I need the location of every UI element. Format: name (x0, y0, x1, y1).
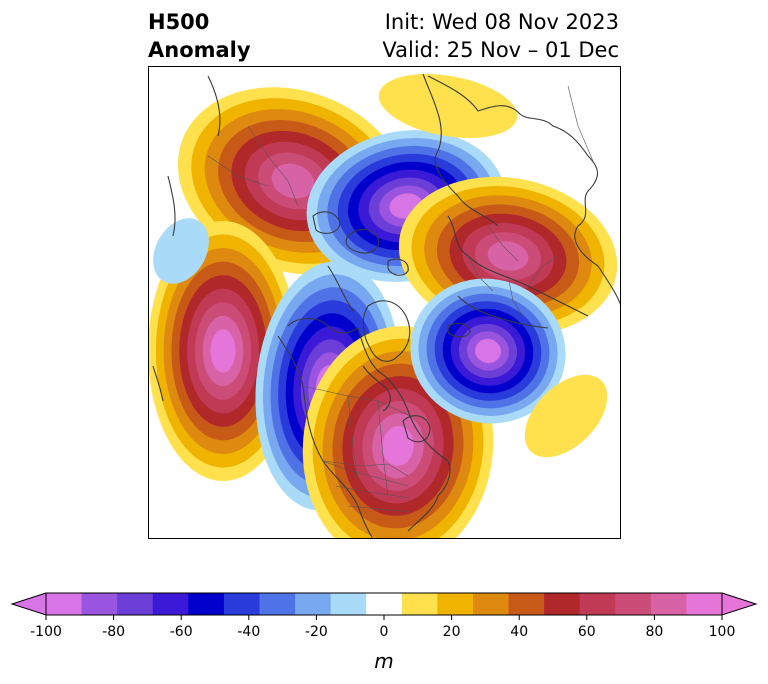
colorbar: -100 -80 -60 -40 -20 0 20 40 60 80 100 m (10, 592, 758, 673)
colorbar-swatch (366, 593, 403, 615)
colorbar-swatch (188, 593, 225, 615)
colorbar-swatch (81, 593, 118, 615)
colorbar-swatch (615, 593, 652, 615)
contour-band (475, 338, 501, 364)
anomaly-map (148, 66, 621, 539)
colorbar-tick-label: -40 (237, 624, 260, 640)
colorbar-swatch (46, 593, 83, 615)
coastlines (152, 73, 621, 539)
colorbar-tick-label: 0 (380, 624, 389, 640)
contour-band (524, 374, 608, 458)
colorbar-tick-label: 20 (443, 624, 461, 640)
contour-band (378, 74, 518, 138)
title-variable: H500 (148, 10, 210, 34)
colorbar-swatch (330, 593, 367, 615)
colorbar-swatch (117, 593, 154, 615)
contour-band (153, 218, 209, 284)
colorbar-extend-min (10, 592, 47, 616)
positive-anomaly-center (378, 74, 518, 138)
colorbar-tick-label: -80 (102, 624, 125, 640)
colorbar-swatch (437, 593, 474, 615)
colorbar-swatch (472, 593, 510, 615)
colorbar-swatch (152, 593, 189, 615)
colorbar-swatch (401, 593, 438, 615)
colorbar-tick-label: -20 (305, 624, 328, 640)
contour-band (382, 426, 414, 466)
colorbar-tick-label: 80 (645, 624, 663, 640)
political-borders (207, 85, 594, 513)
colorbar-swatch (579, 593, 616, 615)
colorbar-ticks: -100 -80 -60 -40 -20 0 20 40 60 80 100 (30, 615, 735, 640)
colorbar-unit-label: m (374, 649, 393, 673)
positive-anomaly-center (524, 374, 608, 458)
colorbar-swatch (295, 593, 332, 615)
colorbar-tick-label: 100 (709, 624, 736, 640)
chart-title-right: Init: Wed 08 Nov 2023 Valid: 25 Nov – 01… (382, 8, 619, 64)
title-init-date: Init: Wed 08 Nov 2023 (384, 10, 619, 34)
colorbar-swatches (10, 592, 758, 616)
colorbar-tick-label: 60 (578, 624, 596, 640)
contour-band (210, 329, 236, 373)
title-type: Anomaly (148, 38, 251, 62)
negative-anomaly-center (153, 218, 209, 284)
colorbar-swatch (544, 593, 581, 615)
colorbar-swatch (686, 593, 723, 615)
contour-band (487, 241, 529, 271)
contour-band (271, 163, 315, 199)
colorbar-tick-label: -60 (170, 624, 193, 640)
chart-title-left: H500 Anomaly (148, 8, 251, 64)
negative-anomaly-center (410, 278, 566, 424)
colorbar-tick-label: -100 (30, 624, 62, 640)
map-frame (148, 66, 621, 539)
title-valid-range: Valid: 25 Nov – 01 Dec (382, 38, 619, 62)
colorbar-swatch (650, 593, 687, 615)
colorbar-tick-label: 40 (510, 624, 528, 640)
colorbar-swatch (223, 593, 260, 615)
colorbar-swatch (508, 593, 545, 615)
colorbar-swatch (259, 593, 296, 615)
colorbar-extend-max (721, 592, 758, 616)
anomaly-contours (148, 74, 618, 539)
